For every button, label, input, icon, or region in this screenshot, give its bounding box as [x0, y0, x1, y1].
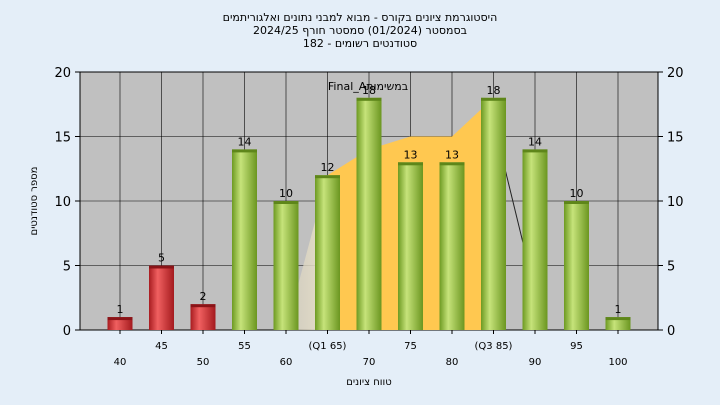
bar-value-label: 1 [117, 303, 124, 316]
y-tick-label: 15 [54, 131, 71, 146]
y-tick-label-right: 10 [667, 195, 684, 210]
bar-value-label: 10 [279, 187, 293, 200]
bar-value-label: 14 [528, 135, 542, 148]
area-annotation: Final_Aבמשימות [328, 80, 408, 93]
bar-cap [564, 201, 589, 204]
y-tick-label-right: 5 [667, 260, 675, 275]
bar-value-label: 13 [445, 148, 459, 161]
bar-value-label: 2 [200, 290, 207, 303]
y-tick-label: 5 [63, 260, 71, 275]
bar-value-label: 10 [570, 187, 584, 200]
x-axis-ticks: 40 45 50 55 60 (Q1 65) 70 75 80 (Q3 85) 90 95 100 [114, 330, 628, 368]
x-tick-label: 60 [280, 357, 293, 368]
bar [356, 97, 382, 330]
bar [398, 162, 423, 330]
x-axis-label: טווח ציונים [346, 377, 391, 388]
x-tick-label: 75 [404, 341, 417, 352]
bar-value-label: 5 [158, 252, 165, 265]
y-tick-label: 0 [63, 324, 71, 339]
bar-cap [481, 97, 506, 101]
bar [107, 317, 133, 330]
bar-cap [232, 149, 257, 153]
chart-title-line-1: היסטוגרמת ציונים בקורס - מבוא למבני נתונ… [223, 11, 498, 24]
bar-cap [107, 317, 133, 321]
bar-value-label: 18 [487, 84, 501, 97]
bar-cap [190, 304, 216, 308]
bar [439, 162, 465, 330]
bar [605, 317, 631, 330]
bar [564, 201, 589, 330]
bar-value-label: 13 [404, 148, 418, 161]
y-tick-label: 20 [54, 66, 71, 81]
y-axis-label: מספר סטודנטים [29, 167, 40, 236]
bar-value-label: 12 [321, 161, 335, 174]
x-tick-label: 55 [238, 341, 251, 352]
bar [522, 149, 548, 330]
bar-cap [522, 149, 548, 153]
bar-value-label: 1 [615, 303, 622, 316]
bar-cap [439, 162, 465, 166]
bar-cap [605, 317, 631, 321]
y-axis-left: 0 5 10 15 20 [54, 66, 80, 339]
x-tick-label: 50 [197, 357, 210, 368]
bar [149, 265, 174, 330]
y-tick-label-right: 0 [667, 324, 675, 339]
bar-cap [356, 97, 382, 101]
bar-series: 1 5 2 14 10 12 18 13 13 18 14 10 1 [107, 84, 631, 330]
y-axis-right: 0 5 10 15 20 [658, 66, 684, 339]
x-tick-label: (Q1 65) [309, 341, 347, 352]
chart-title-line-3: סטודנטים רשומים - 182 [303, 37, 417, 50]
x-tick-label: 100 [608, 357, 627, 368]
x-tick-label: (Q3 85) [475, 341, 513, 352]
y-tick-label-right: 15 [667, 131, 684, 146]
bar [232, 149, 257, 330]
x-tick-label: 70 [363, 357, 376, 368]
bar [190, 304, 216, 330]
bar [273, 201, 299, 330]
bar-value-label: 14 [238, 135, 252, 148]
y-tick-label: 10 [54, 195, 71, 210]
x-tick-label: 90 [529, 357, 542, 368]
chart-title-line-2: בסמסטר (01/2024) סמסטר חורף 2024/25 [253, 24, 467, 37]
bar [481, 97, 506, 330]
x-tick-label: 40 [114, 357, 127, 368]
bar [315, 175, 340, 330]
bar-cap [273, 201, 299, 204]
bar-cap [315, 175, 340, 179]
bar-cap [149, 265, 174, 269]
x-tick-label: 45 [155, 341, 168, 352]
bar-cap [398, 162, 423, 166]
y-tick-label-right: 20 [667, 66, 684, 81]
x-tick-label: 80 [446, 357, 459, 368]
bar-value-label: 18 [362, 84, 376, 97]
x-tick-label: 95 [570, 341, 583, 352]
